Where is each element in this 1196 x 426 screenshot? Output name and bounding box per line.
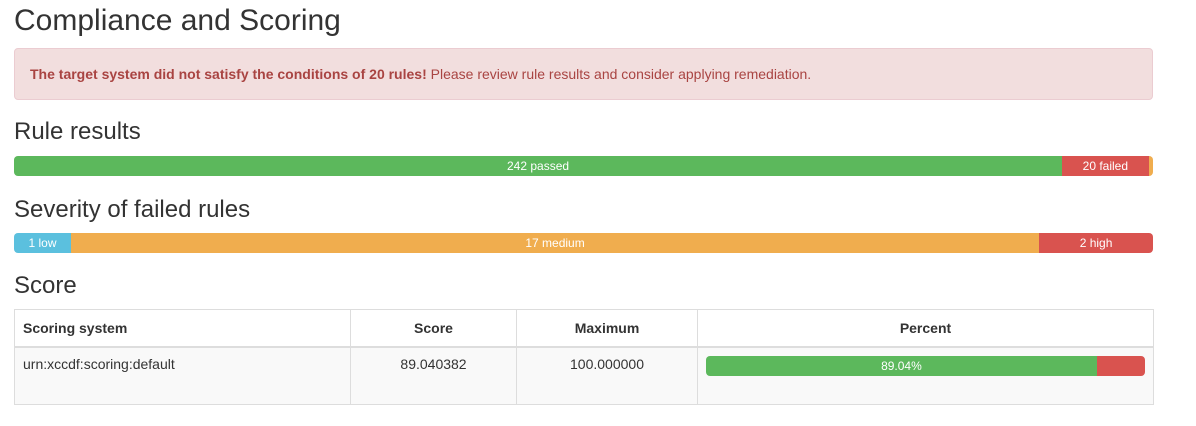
severity-bar: 1 low 17 medium 2 high: [14, 233, 1153, 253]
scoring-system: urn:xccdf:scoring:default: [14, 346, 351, 405]
rule-segment: 242 passed: [14, 156, 1063, 176]
alert-text: Please review rule results and consider …: [426, 66, 812, 82]
maximum-value: 100.000000: [516, 346, 698, 405]
failure-alert: The target system did not satisfy the co…: [14, 48, 1153, 100]
score-value: 89.040382: [350, 346, 517, 405]
percent-cell: 89.04%: [697, 346, 1154, 405]
col-score: Score: [350, 309, 517, 348]
score-passed-segment: 89.04%: [706, 356, 1097, 376]
rule-segment: [1148, 156, 1153, 176]
severity-segment: 1 low: [14, 233, 71, 253]
col-maximum: Maximum: [516, 309, 698, 348]
score-progress-bar: 89.04%: [706, 356, 1145, 376]
severity-segment: 2 high: [1039, 233, 1153, 253]
rule-results-heading: Rule results: [14, 118, 141, 145]
severity-segment: 17 medium: [70, 233, 1040, 253]
col-scoring-system: Scoring system: [14, 309, 351, 348]
severity-heading: Severity of failed rules: [14, 196, 251, 223]
page-title: Compliance and Scoring: [14, 4, 341, 37]
score-table: Scoring system Score Maximum Percent urn…: [14, 309, 1154, 405]
score-failed-segment: [1096, 356, 1145, 376]
table-row: urn:xccdf:scoring:default 89.040382 100.…: [14, 346, 1154, 405]
score-heading: Score: [14, 272, 77, 299]
col-percent: Percent: [697, 309, 1154, 348]
alert-bold: The target system did not satisfy the co…: [30, 66, 427, 82]
rule-segment: 20 failed: [1062, 156, 1149, 176]
rule-results-bar: 242 passed 20 failed: [14, 156, 1153, 176]
